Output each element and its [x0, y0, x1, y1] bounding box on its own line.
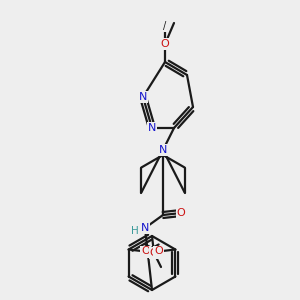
Text: O: O — [177, 208, 185, 218]
Text: O: O — [154, 247, 163, 256]
Text: N: N — [141, 223, 149, 233]
Text: O: O — [150, 248, 158, 258]
Text: H: H — [131, 226, 139, 236]
Text: O: O — [160, 39, 169, 49]
Text: /: / — [164, 21, 166, 31]
Text: N: N — [159, 145, 167, 155]
Text: O: O — [141, 247, 150, 256]
Text: N: N — [139, 92, 147, 102]
Text: N: N — [148, 123, 156, 133]
